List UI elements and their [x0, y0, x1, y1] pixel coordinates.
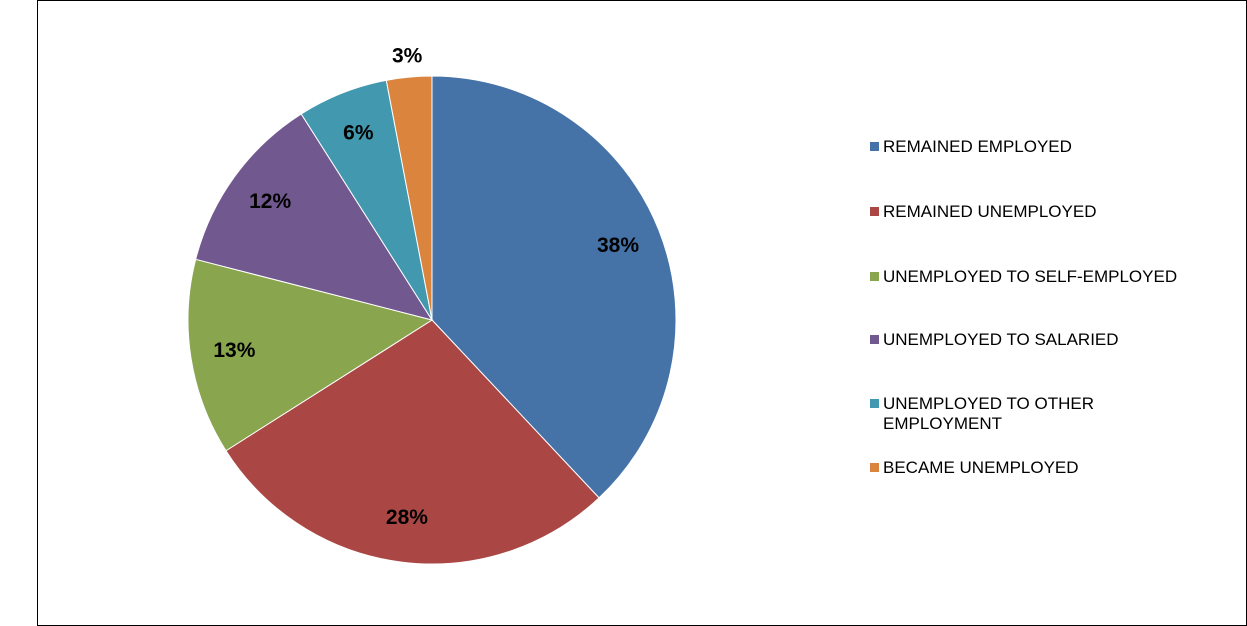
data-label: 12%	[249, 190, 291, 213]
data-label: 3%	[392, 45, 423, 68]
pie-slice	[385, 75, 433, 321]
legend-item: UNEMPLOYED TO SALARIED	[870, 330, 1193, 350]
legend-item: UNEMPLOYED TO SELF-EMPLOYED	[870, 267, 1193, 287]
legend-swatch	[870, 142, 879, 151]
legend-label: BECAME UNEMPLOYED	[883, 458, 1079, 477]
legend-label: REMAINED EMPLOYED	[883, 137, 1072, 156]
legend-label: UNEMPLOYED TO OTHER EMPLOYMENT	[883, 394, 1094, 433]
legend-label: REMAINED UNEMPLOYED	[883, 202, 1097, 221]
legend-item: UNEMPLOYED TO OTHER EMPLOYMENT	[870, 394, 1193, 434]
legend-swatch	[870, 272, 879, 281]
data-label: 13%	[213, 339, 255, 362]
legend-swatch	[870, 335, 879, 344]
data-label: 6%	[343, 122, 374, 145]
data-label: 38%	[597, 234, 639, 257]
legend-item: REMAINED UNEMPLOYED	[870, 202, 1193, 222]
legend-item: BECAME UNEMPLOYED	[870, 458, 1193, 478]
pie-slice	[195, 113, 434, 321]
legend-swatch	[870, 463, 879, 472]
legend-item: REMAINED EMPLOYED	[870, 137, 1193, 157]
legend-swatch	[870, 207, 879, 216]
legend-label: UNEMPLOYED TO SELF-EMPLOYED	[883, 267, 1178, 286]
legend-swatch	[870, 399, 879, 408]
pie-slice	[187, 258, 434, 452]
pie-slice	[225, 319, 600, 565]
legend-label: UNEMPLOYED TO SALARIED	[883, 330, 1119, 349]
pie-slice	[431, 75, 677, 499]
data-label: 28%	[386, 506, 428, 529]
